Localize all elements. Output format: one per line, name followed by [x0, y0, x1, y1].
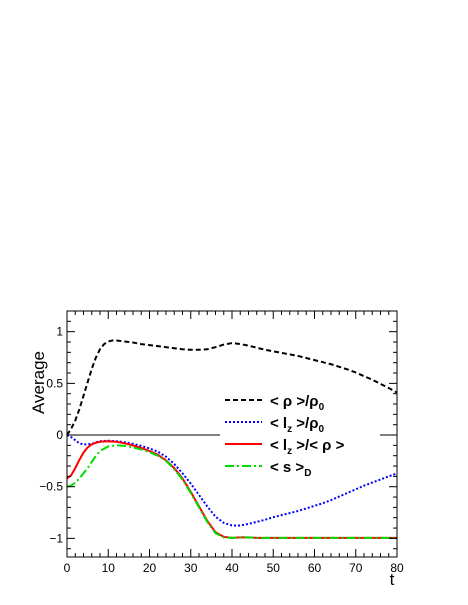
y-tick-label: −0.5: [39, 480, 63, 494]
legend: < ρ >/ρ0< lz >/ρ0< lz >/< ρ >< s >D: [220, 384, 380, 479]
legend-background: [220, 384, 380, 478]
x-axis-title: t: [390, 570, 395, 589]
legend-label-2: < lz >/ρ0: [270, 415, 324, 435]
y-tick-label: 0.5: [46, 376, 63, 390]
legend-label-4: < s >D: [270, 459, 311, 479]
x-tick-label: 50: [267, 561, 281, 575]
x-tick-label: 30: [184, 561, 198, 575]
x-tick-label: 10: [102, 561, 116, 575]
y-tick-label: −1: [49, 531, 63, 545]
y-tick-label: 1: [56, 325, 63, 339]
y-axis-title: Average: [29, 351, 48, 414]
x-tick-label: 20: [143, 561, 157, 575]
series-line-4: [66, 444, 397, 539]
x-tick-label: 70: [349, 561, 363, 575]
x-tick-label: 60: [308, 561, 322, 575]
x-tick-label: 0: [64, 561, 71, 575]
legend-label-1: < ρ >/ρ0: [270, 393, 325, 413]
y-tick-label: 0: [56, 428, 63, 442]
series-line-1: [66, 339, 398, 436]
axes-layer: 0 10 20 30 40 50 60 70 80 −1 −0.5 0 0.5 1: [39, 310, 404, 575]
series-layer: [66, 339, 398, 539]
x-tick-label: 40: [225, 561, 239, 575]
x-tick-label: 80: [390, 561, 404, 575]
legend-label-3: < lz >/< ρ >: [270, 437, 345, 457]
